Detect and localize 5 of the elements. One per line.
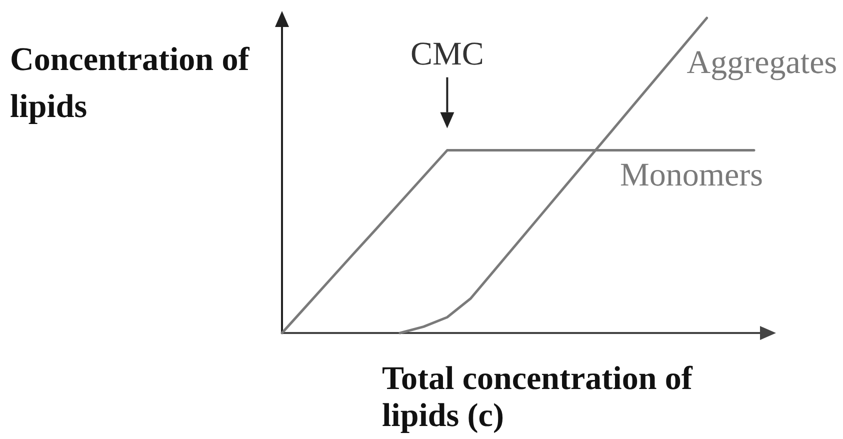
annotation: CMC xyxy=(410,36,484,72)
x-axis-title: Total concentration of lipids (c) xyxy=(382,361,694,434)
series-label: Aggregates xyxy=(686,45,838,81)
series-label: Monomers xyxy=(620,157,763,194)
y-axis-title: Concentration of lipids xyxy=(10,42,250,125)
